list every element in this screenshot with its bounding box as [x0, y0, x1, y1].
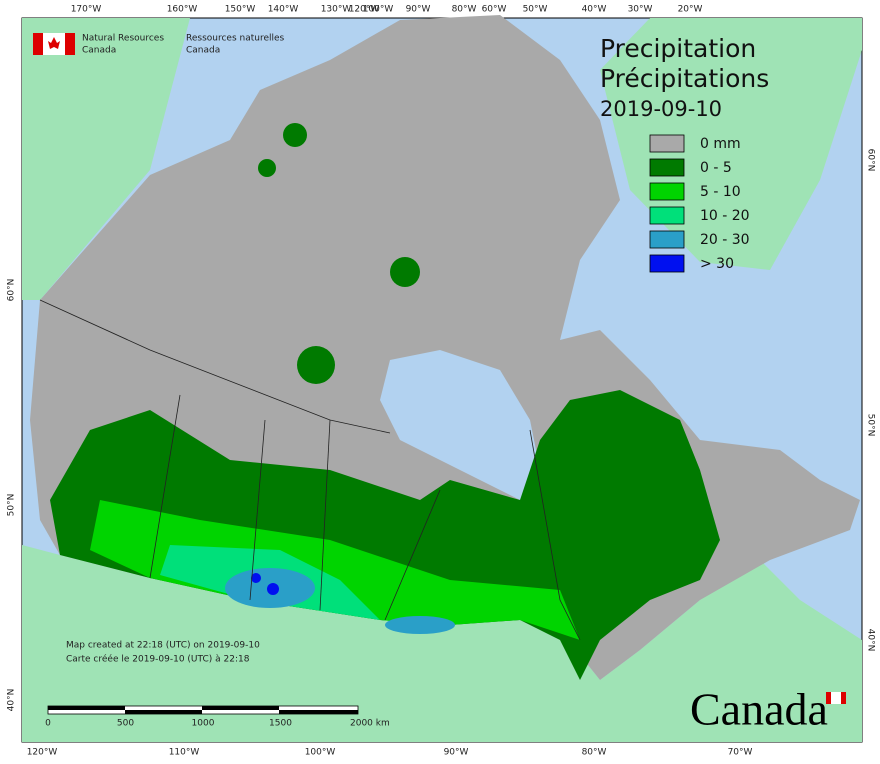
lon-label: 50°W	[523, 5, 548, 15]
legend-swatch	[649, 134, 685, 153]
lat-label: 60°N	[866, 149, 876, 172]
province-border	[39, 299, 391, 434]
legend-label: 5 - 10	[700, 184, 741, 200]
title-date: 2019-09-10	[600, 97, 722, 121]
lat-label: 60°N	[7, 279, 17, 302]
lat-label: 50°N	[866, 414, 876, 437]
hudson-bay	[380, 350, 540, 500]
lon-label: 130°W	[321, 5, 352, 15]
title-fr: Précipitations	[600, 64, 769, 93]
legend-label: 0 - 5	[700, 160, 732, 176]
precip-20-30	[385, 616, 455, 634]
legend-label: 10 - 20	[700, 208, 750, 224]
scale-label: 0	[45, 719, 51, 729]
province-border	[149, 394, 181, 579]
province-border	[384, 489, 441, 621]
province-border	[529, 429, 581, 641]
lon-label: 110°W	[169, 748, 200, 758]
lon-label: 160°W	[167, 5, 198, 15]
lon-label: 40°W	[582, 5, 607, 15]
scale-labels: 0 500 1000 1500 2000 km	[45, 719, 390, 729]
precip-0-5	[297, 346, 335, 384]
agency-fr: Ressources naturelles	[186, 34, 285, 44]
alaska	[22, 18, 190, 300]
scale-label: 1000	[192, 719, 215, 729]
scale-label: 1500	[269, 719, 292, 729]
scale-label: 2000 km	[350, 719, 390, 729]
precip-5-10	[90, 500, 580, 640]
lon-label: 30°W	[628, 5, 653, 15]
wordmark-flag	[826, 692, 846, 704]
lon-label: 90°W	[444, 748, 469, 758]
lon-label: 60°W	[482, 5, 507, 15]
lon-label: 100°W	[363, 5, 394, 15]
legend-label: 0 mm	[700, 136, 741, 152]
precip-over-30	[267, 583, 279, 595]
lon-label: 70°W	[728, 748, 753, 758]
title-en: Precipitation	[600, 34, 756, 63]
credit-en: Map created at 22:18 (UTC) on 2019-09-10	[66, 641, 260, 651]
precip-over-30	[251, 573, 261, 583]
agency-en: Natural Resources	[82, 34, 164, 44]
scale-bar	[47, 705, 359, 715]
lon-label: 170°W	[71, 5, 102, 15]
lat-label: 40°N	[7, 689, 17, 712]
legend-swatch	[649, 254, 685, 273]
wordmark: Canada	[690, 684, 828, 735]
lon-label: 90°W	[406, 5, 431, 15]
lat-label: 50°N	[7, 494, 17, 517]
lon-label: 100°W	[305, 748, 336, 758]
legend-swatch	[649, 182, 685, 201]
lon-label: 20°W	[678, 5, 703, 15]
lon-label: 140°W	[268, 5, 299, 15]
lat-label: 40°N	[866, 629, 876, 652]
credit-fr: Carte créée le 2019-09-10 (UTC) à 22:18	[66, 654, 250, 665]
lon-label: 120°W	[27, 748, 58, 758]
precip-0-5	[258, 159, 276, 177]
precip-0-5	[283, 123, 307, 147]
legend: 0 mm 0 - 5 5 - 10 10 - 20 20 - 30 > 30	[649, 134, 750, 273]
lon-label: 150°W	[225, 5, 256, 15]
agency-fr: Canada	[186, 46, 220, 56]
province-border	[249, 419, 266, 601]
lon-label: 120°W	[349, 5, 380, 15]
legend-label: 20 - 30	[700, 232, 750, 248]
lon-label: 80°W	[582, 748, 607, 758]
nrcan-flag	[33, 33, 75, 55]
legend-swatch	[649, 158, 685, 177]
legend-swatch	[649, 206, 685, 225]
agency-en: Canada	[82, 46, 116, 56]
usa	[22, 545, 862, 742]
legend-swatch	[649, 230, 685, 249]
scale-label: 500	[117, 719, 134, 729]
precip-0-5	[390, 257, 420, 287]
legend-label: > 30	[700, 256, 734, 272]
province-border	[319, 419, 331, 611]
lon-label: 80°W	[452, 5, 477, 15]
